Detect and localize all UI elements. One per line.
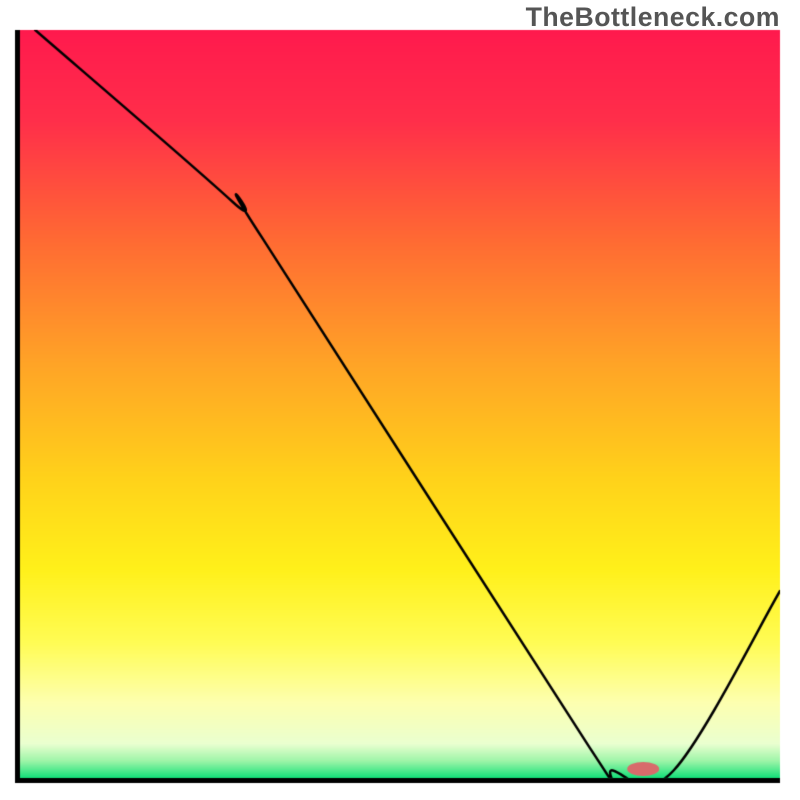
chart-stage: TheBottleneck.com [0,0,800,800]
chart-curve-layer [0,0,800,800]
